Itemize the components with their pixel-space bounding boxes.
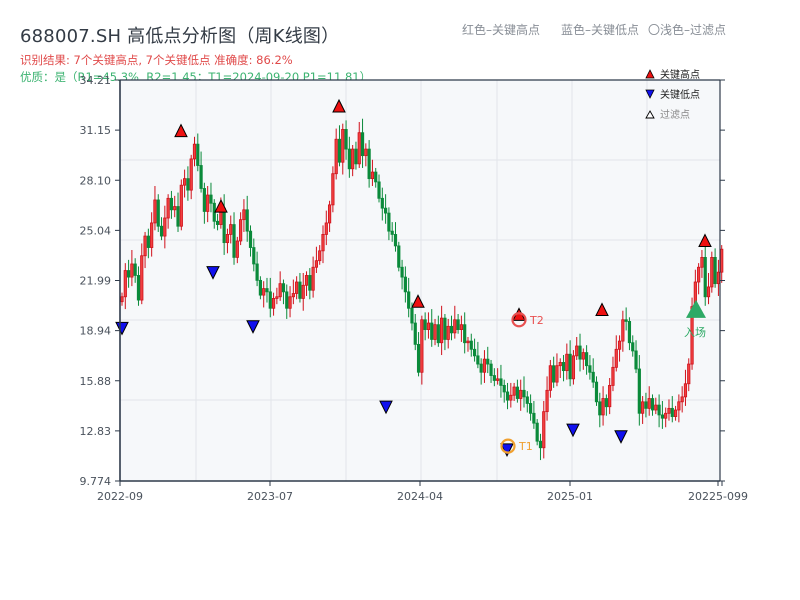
triangle-up-icon [645,68,655,78]
legend-red-desc: 红色–关键高点 [462,23,541,37]
triangle-up-hollow-icon [645,109,655,118]
legend-light-desc: 〇浅色–过滤点 [648,23,727,37]
triangle-down-icon [645,89,655,99]
svg-text:2024-04: 2024-04 [397,490,443,503]
svg-text:18.94: 18.94 [80,325,112,338]
legend-key-high: 关键高点 [645,66,700,81]
svg-text:T2: T2 [529,314,544,327]
svg-text:25.04: 25.04 [80,224,112,237]
candle-series [120,118,724,461]
legend-key-high-label: 关键高点 [660,70,700,81]
chart-title: 688007.SH 高低点分析图（周K线图） [20,26,340,47]
svg-text:34.21: 34.21 [80,74,112,87]
svg-text:12.83: 12.83 [80,425,112,438]
svg-text:28.10: 28.10 [80,174,112,187]
axes: 34.21 31.15 28.10 25.04 21.99 18.94 15.88 12.83… [80,74,748,503]
svg-text:入场: 入场 [684,325,706,339]
plot-area [120,80,720,481]
svg-text:9.774: 9.774 [80,475,112,488]
svg-text:21.99: 21.99 [80,275,112,288]
svg-text:T1: T1 [518,440,533,453]
svg-text:20225-099: 20225-099 [688,490,748,503]
svg-text:31.15: 31.15 [80,124,112,137]
pivot-markers: T1 T2 入场 [115,98,712,457]
legend-filtered-label: 过滤点 [660,110,690,121]
svg-text:2022-09: 2022-09 [97,490,143,503]
svg-text:15.88: 15.88 [80,375,112,388]
legend-key-low-label: 关键低点 [660,90,700,101]
legend-key-low: 关键低点 [645,86,700,101]
svg-text:2023-07: 2023-07 [247,490,293,503]
svg-text:2025-01: 2025-01 [547,490,593,503]
result-summary: 识别结果: 7个关键高点, 7个关键低点 准确度: 86.2% [20,53,293,67]
grid-lines [120,80,720,481]
legend-blue-desc: 蓝色–关键低点 [561,23,640,37]
legend-filtered: 过滤点 [645,106,690,121]
